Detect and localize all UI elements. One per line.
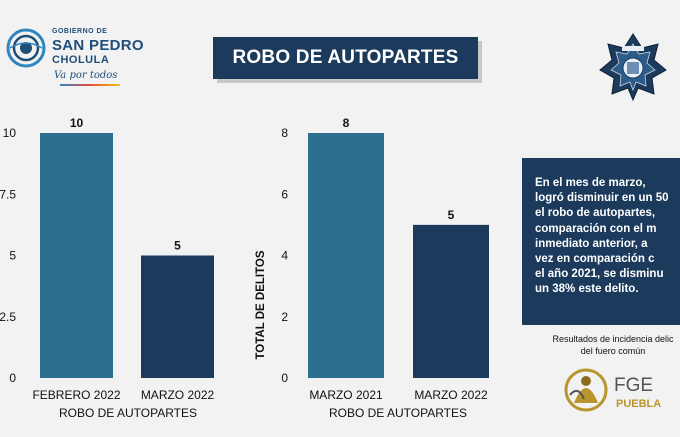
y-tick-label: 4: [281, 249, 288, 263]
bar-value-label: 10: [70, 116, 84, 130]
chart-2-y-axis-title: TOTAL DE DELITOS: [255, 250, 267, 359]
bar-value-label: 5: [448, 208, 455, 222]
chart-2-x-axis-title: ROBO DE AUTOPARTES: [329, 406, 467, 420]
chart-1: 0 2.5 5 7.5 10 10 FEBRERO 2022 5 MARZO 2022 ROB…: [0, 116, 215, 420]
bar: [413, 224, 489, 378]
info-line: logró disminuir en un 50: [535, 192, 669, 205]
info-line: vez en comparación c: [535, 253, 655, 266]
logo-line-2: SAN PEDRO: [52, 37, 144, 54]
y-tick-label: 7.5: [0, 187, 16, 201]
y-tick-label: 10: [3, 126, 17, 140]
y-tick-label: 0: [281, 371, 288, 385]
info-line: inmediato anterior, a: [535, 237, 648, 250]
info-line: En el mes de marzo,: [535, 177, 646, 189]
bar: [40, 133, 113, 378]
footnote-line-2: del fuero común: [580, 346, 646, 356]
footnote: Resultados de incidencia delic del fuero…: [528, 333, 680, 357]
chart-2-y-axis: 0 2 4 6 8: [281, 126, 288, 385]
x-category-label: MARZO 2022: [141, 388, 215, 402]
bar: [141, 255, 214, 378]
slogan-underline: [60, 84, 120, 86]
y-tick-label: 5: [9, 249, 16, 263]
page-title: ROBO DE AUTOPARTES: [232, 47, 459, 68]
chart-1-y-axis: 0 2.5 5 7.5 10: [0, 126, 16, 385]
y-tick-label: 8: [281, 126, 288, 140]
police-badge-icon: [599, 33, 667, 102]
bar-value-label: 8: [343, 116, 350, 130]
logo-line-1: GOBIERNO DE: [52, 28, 108, 35]
info-box: En el mes de marzo, logró disminuir en u…: [522, 158, 680, 325]
info-line: el año 2021, se disminu: [535, 268, 664, 281]
fge-logo-subtext: PUEBLA: [616, 398, 661, 410]
y-tick-label: 2: [281, 310, 288, 324]
title-banner: ROBO DE AUTOPARTES: [213, 37, 478, 79]
y-tick-label: 2.5: [0, 310, 16, 324]
x-category-label: MARZO 2022: [414, 388, 488, 402]
fge-puebla-logo-icon: FGE PUEBLA: [564, 368, 661, 412]
bar: [308, 133, 384, 378]
info-line: comparación con el m: [535, 222, 657, 235]
logo-slogan: Va por todos: [54, 70, 118, 81]
info-line: el robo de autopartes,: [535, 207, 656, 220]
chart-1-x-axis-title: ROBO DE AUTOPARTES: [59, 406, 197, 420]
y-tick-label: 0: [9, 371, 16, 385]
x-category-label: FEBRERO 2022: [32, 388, 120, 402]
fge-logo-text: FGE: [614, 375, 653, 396]
bar-value-label: 5: [174, 239, 181, 253]
logo-line-3: CHOLULA: [52, 54, 110, 66]
footnote-line-1: Resultados de incidencia delic: [552, 334, 674, 344]
y-tick-label: 6: [281, 187, 288, 201]
municipality-logo-icon: [6, 28, 46, 68]
x-category-label: MARZO 2021: [309, 388, 383, 402]
info-line: un 38% este delito.: [535, 283, 639, 296]
chart-2: 0 2 4 6 8 8 MARZO 2021 5 MARZO 2022 ROBO DE AUT…: [255, 116, 489, 420]
